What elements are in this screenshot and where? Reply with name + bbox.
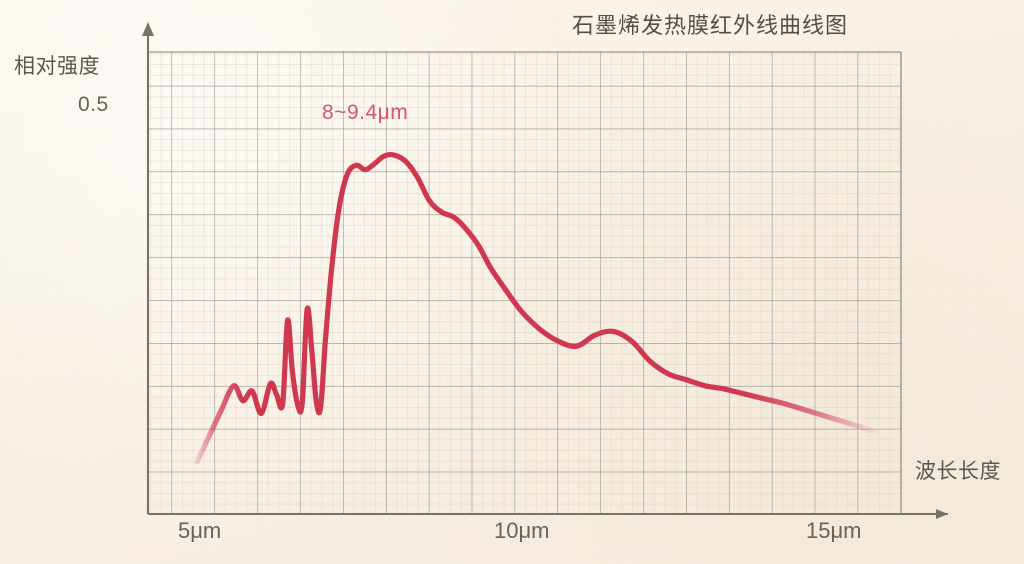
x-axis-tick-label-10um: 10μm: [494, 518, 550, 543]
x-axis-tick-label-5um: 5μm: [178, 518, 222, 543]
x-axis-title: 波长长度: [915, 460, 1001, 483]
measured-curve-series: [194, 151, 886, 465]
axis-lines: [142, 22, 948, 519]
measured-curve-path: [194, 151, 886, 465]
chart-title: 石墨烯发热膜红外线曲线图: [572, 13, 849, 38]
y-axis-tick-label: 0.5: [78, 93, 109, 116]
peak-band-annotation: 8~9.4μm: [322, 101, 409, 124]
x-axis-tick-label-15um: 15μm: [806, 518, 862, 543]
y-axis-title: 相对强度: [14, 55, 100, 78]
